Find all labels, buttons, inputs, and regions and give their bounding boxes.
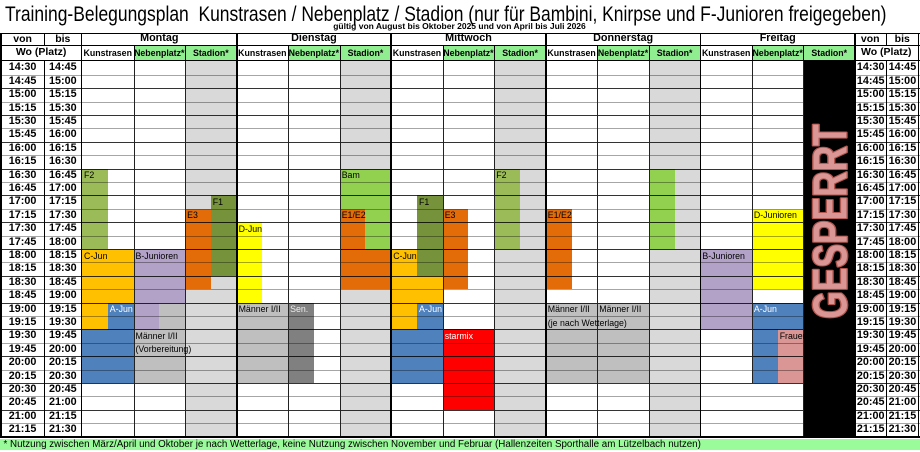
- svg-text:GESPERRT: GESPERRT: [803, 124, 857, 319]
